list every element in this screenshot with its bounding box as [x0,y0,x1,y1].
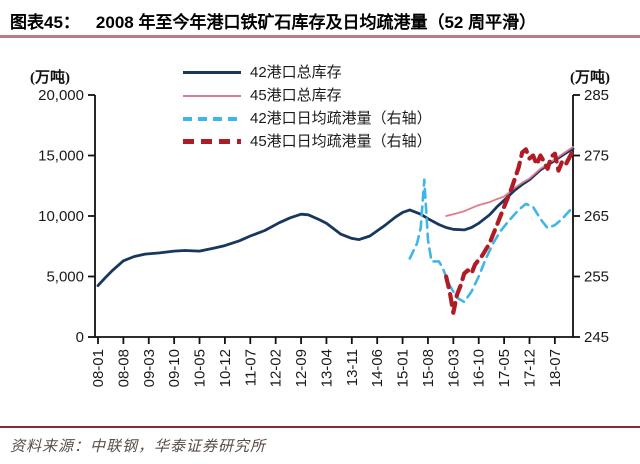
x-axis-tick-label: 16-03 [445,349,462,387]
x-axis-tick-label: 09-10 [166,349,183,387]
x-axis-tick-label: 12-02 [268,349,285,387]
right-axis-tick-label: 275 [584,148,609,165]
x-axis-tick-label: 17-12 [521,349,538,387]
figure-label: 图表45： [10,13,80,32]
right-axis-tick-label: 265 [584,208,609,225]
series-line-2 [408,178,575,304]
footer-divider [0,426,640,428]
legend-label: 42港口日均疏港量（右轴） [250,110,432,127]
x-axis-tick-label: 17-05 [496,349,513,387]
x-axis-tick-label: 13-11 [344,349,361,386]
figure-header: 图表45： 2008 年至今年港口铁矿石库存及日均疏港量（52 周平滑） [10,8,634,33]
legend-item: 45港口日均疏港量（右轴） [183,130,432,153]
x-axis-tick-label: 14-06 [369,349,386,387]
x-axis-tick-label: 16-10 [471,349,488,387]
left-axis-tick-label: 20,000 [38,87,84,104]
left-axis-tick-label: 5,000 [46,269,84,286]
x-axis-tick-label: 15-01 [395,349,412,387]
legend-item: 42港口日均疏港量（右轴） [183,107,432,130]
figure-title: 2008 年至今年港口铁矿石库存及日均疏港量（52 周平滑） [95,13,537,32]
x-axis-tick-label: 08-01 [90,349,107,387]
x-axis-tick-label: 08-08 [115,349,132,387]
chart-legend: 42港口总库存 45港口总库存 42港口日均疏港量（右轴） 45港口日均疏港量（… [183,61,432,153]
legend-swatch-42-throughput [183,116,241,121]
series-line-0 [96,147,575,288]
title-underline [0,35,640,38]
x-axis-tick-label: 12-09 [293,349,310,387]
x-axis-tick-label: 10-05 [192,349,209,387]
legend-swatch-42-inventory [183,71,241,74]
right-axis-unit: (万吨) [570,70,610,86]
legend-label: 45港口日均疏港量（右轴） [250,133,432,150]
x-axis-tick-label: 13-04 [318,349,335,387]
x-axis-tick-label: 18-07 [547,349,564,387]
right-axis-tick-label: 245 [584,329,609,346]
legend-label: 45港口总库存 [250,87,342,104]
x-axis-tick-label: 11-07 [242,349,259,386]
left-axis-unit: (万吨) [30,70,70,86]
legend-label: 42港口总库存 [250,64,342,81]
left-axis-tick-label: 0 [76,329,84,346]
series-line-3 [444,147,576,315]
left-axis-tick-label: 10,000 [38,208,84,225]
legend-item: 45港口总库存 [183,84,432,107]
right-axis-tick-label: 255 [584,269,609,286]
legend-swatch-45-inventory [183,94,241,97]
legend-swatch-45-throughput [183,139,241,144]
legend-item: 42港口总库存 [183,61,432,84]
x-axis-tick-label: 09-03 [141,349,158,387]
right-axis-tick-label: 285 [584,87,609,104]
source-text: 资料来源：中联钢，华泰证券研究所 [10,439,267,455]
x-axis-tick-label: 15-08 [420,349,437,387]
x-axis-tick-label: 10-12 [217,349,234,387]
left-axis-tick-label: 15,000 [38,148,84,165]
